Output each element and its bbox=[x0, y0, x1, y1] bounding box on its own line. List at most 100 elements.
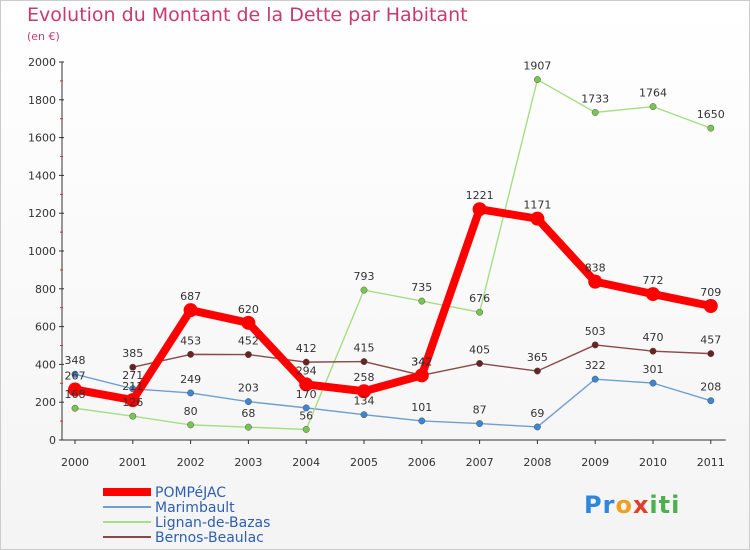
data-point-pompejac bbox=[68, 382, 82, 397]
data-label-marimbault: 203 bbox=[238, 382, 259, 395]
data-point-lignan-de-bazas bbox=[187, 421, 195, 429]
data-point-marimbault bbox=[71, 370, 79, 378]
data-point-bernos-beaulac bbox=[591, 341, 599, 349]
data-point-pompejac bbox=[646, 287, 660, 302]
data-point-lignan-de-bazas bbox=[360, 286, 368, 294]
x-tick-label: 2009 bbox=[581, 456, 609, 469]
data-point-pompejac bbox=[703, 298, 718, 313]
data-label-lignan-de-bazas: 80 bbox=[184, 405, 198, 418]
data-label-lignan-de-bazas: 1733 bbox=[581, 92, 609, 105]
data-point-bernos-beaulac bbox=[649, 347, 657, 355]
x-tick-label: 2008 bbox=[523, 456, 551, 469]
data-point-marimbault bbox=[302, 404, 310, 412]
data-point-marimbault bbox=[707, 397, 715, 405]
data-label-pompejac: 267 bbox=[65, 370, 86, 383]
data-point-marimbault bbox=[418, 417, 426, 425]
data-label-pompejac: 709 bbox=[700, 286, 721, 299]
data-point-marimbault bbox=[533, 423, 541, 431]
data-point-bernos-beaulac bbox=[533, 367, 541, 375]
data-point-bernos-beaulac bbox=[187, 350, 195, 358]
data-point-marimbault bbox=[476, 420, 484, 428]
data-point-marimbault bbox=[187, 389, 195, 397]
data-label-bernos-beaulac: 453 bbox=[180, 334, 201, 347]
data-label-marimbault: 87 bbox=[473, 404, 487, 417]
y-tick-label: 200 bbox=[35, 396, 56, 409]
data-label-lignan-de-bazas: 793 bbox=[354, 270, 375, 283]
legend-label-lignan-de-bazas: Lignan-de-Bazas bbox=[155, 515, 270, 531]
x-tick-label: 2011 bbox=[697, 456, 725, 469]
x-tick-label: 2010 bbox=[639, 456, 667, 469]
legend-label-bernos-beaulac: Bernos-Beaulac bbox=[155, 530, 264, 546]
data-point-bernos-beaulac bbox=[302, 358, 310, 366]
y-tick-label: 800 bbox=[35, 283, 56, 296]
data-label-bernos-beaulac: 405 bbox=[469, 343, 490, 356]
series-line-pompejac bbox=[71, 205, 715, 405]
data-label-bernos-beaulac: 365 bbox=[527, 351, 548, 364]
data-label-lignan-de-bazas: 735 bbox=[411, 281, 432, 294]
data-label-bernos-beaulac: 457 bbox=[700, 334, 721, 347]
data-point-lignan-de-bazas bbox=[707, 124, 715, 132]
data-label-pompejac: 211 bbox=[122, 380, 143, 393]
data-label-marimbault: 301 bbox=[643, 363, 664, 376]
x-tick-label: 2002 bbox=[177, 456, 205, 469]
data-label-lignan-de-bazas: 1650 bbox=[697, 108, 725, 121]
data-label-marimbault: 134 bbox=[354, 395, 375, 408]
logo-part-4: iti bbox=[649, 491, 681, 519]
data-label-lignan-de-bazas: 126 bbox=[122, 396, 143, 409]
data-label-pompejac: 258 bbox=[354, 371, 375, 384]
data-point-lignan-de-bazas bbox=[71, 404, 79, 412]
x-tick-label: 2004 bbox=[292, 456, 320, 469]
data-label-lignan-de-bazas: 168 bbox=[65, 388, 86, 401]
data-label-pompejac: 1171 bbox=[523, 199, 551, 212]
data-point-pompejac bbox=[183, 303, 198, 318]
data-point-lignan-de-bazas bbox=[418, 297, 426, 305]
data-label-lignan-de-bazas: 1907 bbox=[523, 60, 551, 73]
data-label-pompejac: 838 bbox=[585, 262, 606, 275]
data-label-bernos-beaulac: 385 bbox=[122, 347, 143, 360]
data-label-lignan-de-bazas: 1764 bbox=[639, 87, 667, 100]
data-point-pompejac bbox=[588, 274, 603, 289]
logo-part-3: x bbox=[632, 491, 650, 519]
chart-subtitle: (en €) bbox=[27, 30, 60, 43]
y-tick-label: 600 bbox=[35, 321, 56, 334]
data-point-lignan-de-bazas bbox=[533, 76, 541, 84]
y-tick-label: 1000 bbox=[28, 245, 56, 258]
data-point-marimbault bbox=[649, 379, 657, 387]
data-point-pompejac bbox=[299, 377, 314, 392]
data-point-bernos-beaulac bbox=[129, 363, 137, 371]
data-label-pompejac: 342 bbox=[411, 355, 432, 368]
x-tick-label: 2000 bbox=[61, 456, 89, 469]
data-label-marimbault: 170 bbox=[296, 388, 317, 401]
data-label-bernos-beaulac: 412 bbox=[296, 342, 317, 355]
data-point-pompejac bbox=[530, 211, 545, 226]
data-label-lignan-de-bazas: 68 bbox=[241, 407, 255, 420]
data-label-marimbault: 249 bbox=[180, 373, 201, 386]
data-point-bernos-beaulac bbox=[244, 351, 252, 359]
y-tick-label: 2000 bbox=[28, 56, 56, 69]
x-tick-label: 2003 bbox=[234, 456, 262, 469]
data-point-bernos-beaulac bbox=[476, 360, 484, 367]
data-point-pompejac bbox=[472, 202, 487, 217]
y-tick-label: 0 bbox=[49, 434, 56, 447]
data-label-bernos-beaulac: 415 bbox=[354, 342, 375, 355]
y-tick-label: 400 bbox=[35, 358, 56, 371]
data-label-bernos-beaulac: 452 bbox=[238, 335, 259, 348]
data-label-bernos-beaulac: 342 bbox=[411, 355, 432, 368]
data-point-pompejac bbox=[241, 315, 256, 330]
data-point-lignan-de-bazas bbox=[129, 412, 137, 420]
data-point-marimbault bbox=[360, 411, 368, 419]
series-line-lignan-de-bazas bbox=[74, 78, 712, 431]
proxiti-logo: Proxiti bbox=[584, 491, 680, 519]
data-label-pompejac: 620 bbox=[238, 303, 259, 316]
logo-part-1: Pr bbox=[584, 491, 616, 519]
y-tick-label: 1800 bbox=[28, 94, 56, 107]
legend-label-pompejac: POMPéJAC bbox=[155, 485, 226, 501]
data-label-marimbault: 208 bbox=[700, 381, 721, 394]
data-label-marimbault: 101 bbox=[411, 401, 432, 414]
x-tick-label: 2006 bbox=[408, 456, 436, 469]
data-label-pompejac: 294 bbox=[296, 364, 317, 377]
data-point-lignan-de-bazas bbox=[591, 109, 599, 116]
data-label-lignan-de-bazas: 676 bbox=[469, 292, 490, 305]
legend-label-marimbault: Marimbault bbox=[155, 500, 235, 516]
